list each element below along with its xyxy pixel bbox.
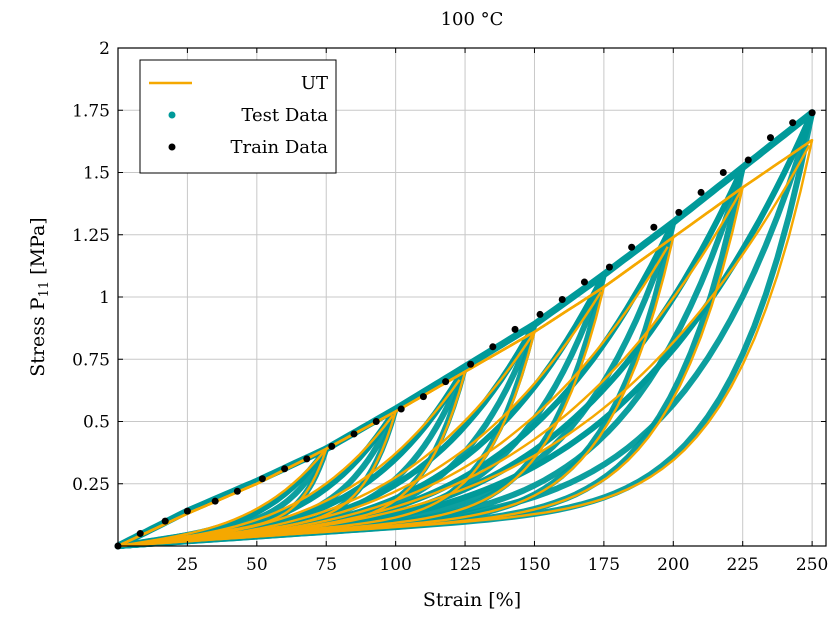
y-tick-label: 0.25 [72, 475, 110, 495]
ut-envelope [117, 139, 813, 548]
ticks-layer: 25 50 75 100 125 150 175 200 225 250 0.25 0.5 0.75 1 1… [72, 39, 828, 575]
train-data-point [766, 134, 774, 142]
x-tick-label: 50 [246, 555, 268, 575]
test-data-loop [115, 164, 746, 549]
x-tick-label: 100 [379, 555, 411, 575]
test-data-reload [115, 164, 746, 549]
x-tick-label: 25 [177, 555, 199, 575]
y-tick-label: 1 [99, 288, 110, 308]
train-data-point [467, 360, 475, 368]
train-data-point [558, 295, 566, 303]
x-tick-label: 150 [518, 555, 550, 575]
train-data-point [697, 188, 705, 196]
x-axis-label: Strain [%] [423, 589, 521, 611]
train-data-point [303, 455, 311, 463]
train-data-point [536, 310, 544, 318]
y-tick-label: 0.5 [83, 413, 110, 433]
x-tick-label: 200 [657, 555, 689, 575]
y-tick-label: 0.75 [72, 350, 110, 370]
train-data-point [281, 465, 289, 473]
x-tick-label: 175 [588, 555, 620, 575]
train-data-point [397, 405, 405, 413]
train-data-point [719, 169, 727, 176]
train-data-point [675, 208, 683, 216]
curves-layer [114, 109, 816, 550]
x-tick-label: 75 [315, 555, 337, 575]
train-data-point [808, 109, 816, 117]
y-tick-label: 1.5 [83, 164, 110, 184]
legend: UT Test Data Train Data [139, 59, 337, 174]
train-data-point [511, 325, 519, 333]
train-data-point [258, 475, 266, 483]
plot-frame [117, 47, 827, 547]
y-axis-label: Stress P11 [MPa] [27, 217, 52, 376]
train-data-point [580, 278, 588, 286]
train-data-point [211, 497, 219, 505]
legend-label: Train Data [230, 137, 328, 158]
train-data-point [489, 343, 497, 351]
x-tick-label: 225 [726, 555, 758, 575]
train-data-point [161, 517, 169, 525]
legend-test-swatch [168, 111, 176, 119]
x-tick-label: 125 [449, 555, 481, 575]
legend-train-swatch [168, 143, 176, 151]
y-tick-label: 1.75 [72, 101, 110, 121]
train-data-point [442, 378, 450, 386]
train-data-point [328, 442, 336, 450]
y-tick-label: 1.25 [72, 226, 110, 246]
legend-label: UT [301, 73, 328, 94]
chart-title: 100 °C [441, 9, 504, 30]
train-data-point [233, 487, 241, 495]
y-tick-label: 2 [99, 39, 110, 59]
test-data-envelope [114, 109, 816, 550]
train-data-point [628, 243, 636, 251]
train-data-point [136, 530, 144, 538]
train-data-point [419, 393, 427, 401]
train-data-point [183, 507, 191, 515]
train-data-point [372, 418, 380, 425]
ut-reload [117, 144, 811, 548]
train-data-point [605, 263, 613, 271]
train-data-point [744, 156, 752, 164]
test-data-loop [115, 164, 746, 549]
legend-label: Test Data [241, 105, 328, 126]
train-data-point [789, 119, 797, 127]
x-tick-label: 250 [796, 555, 828, 575]
train-data-point [650, 223, 658, 231]
train-data-point [350, 430, 358, 438]
